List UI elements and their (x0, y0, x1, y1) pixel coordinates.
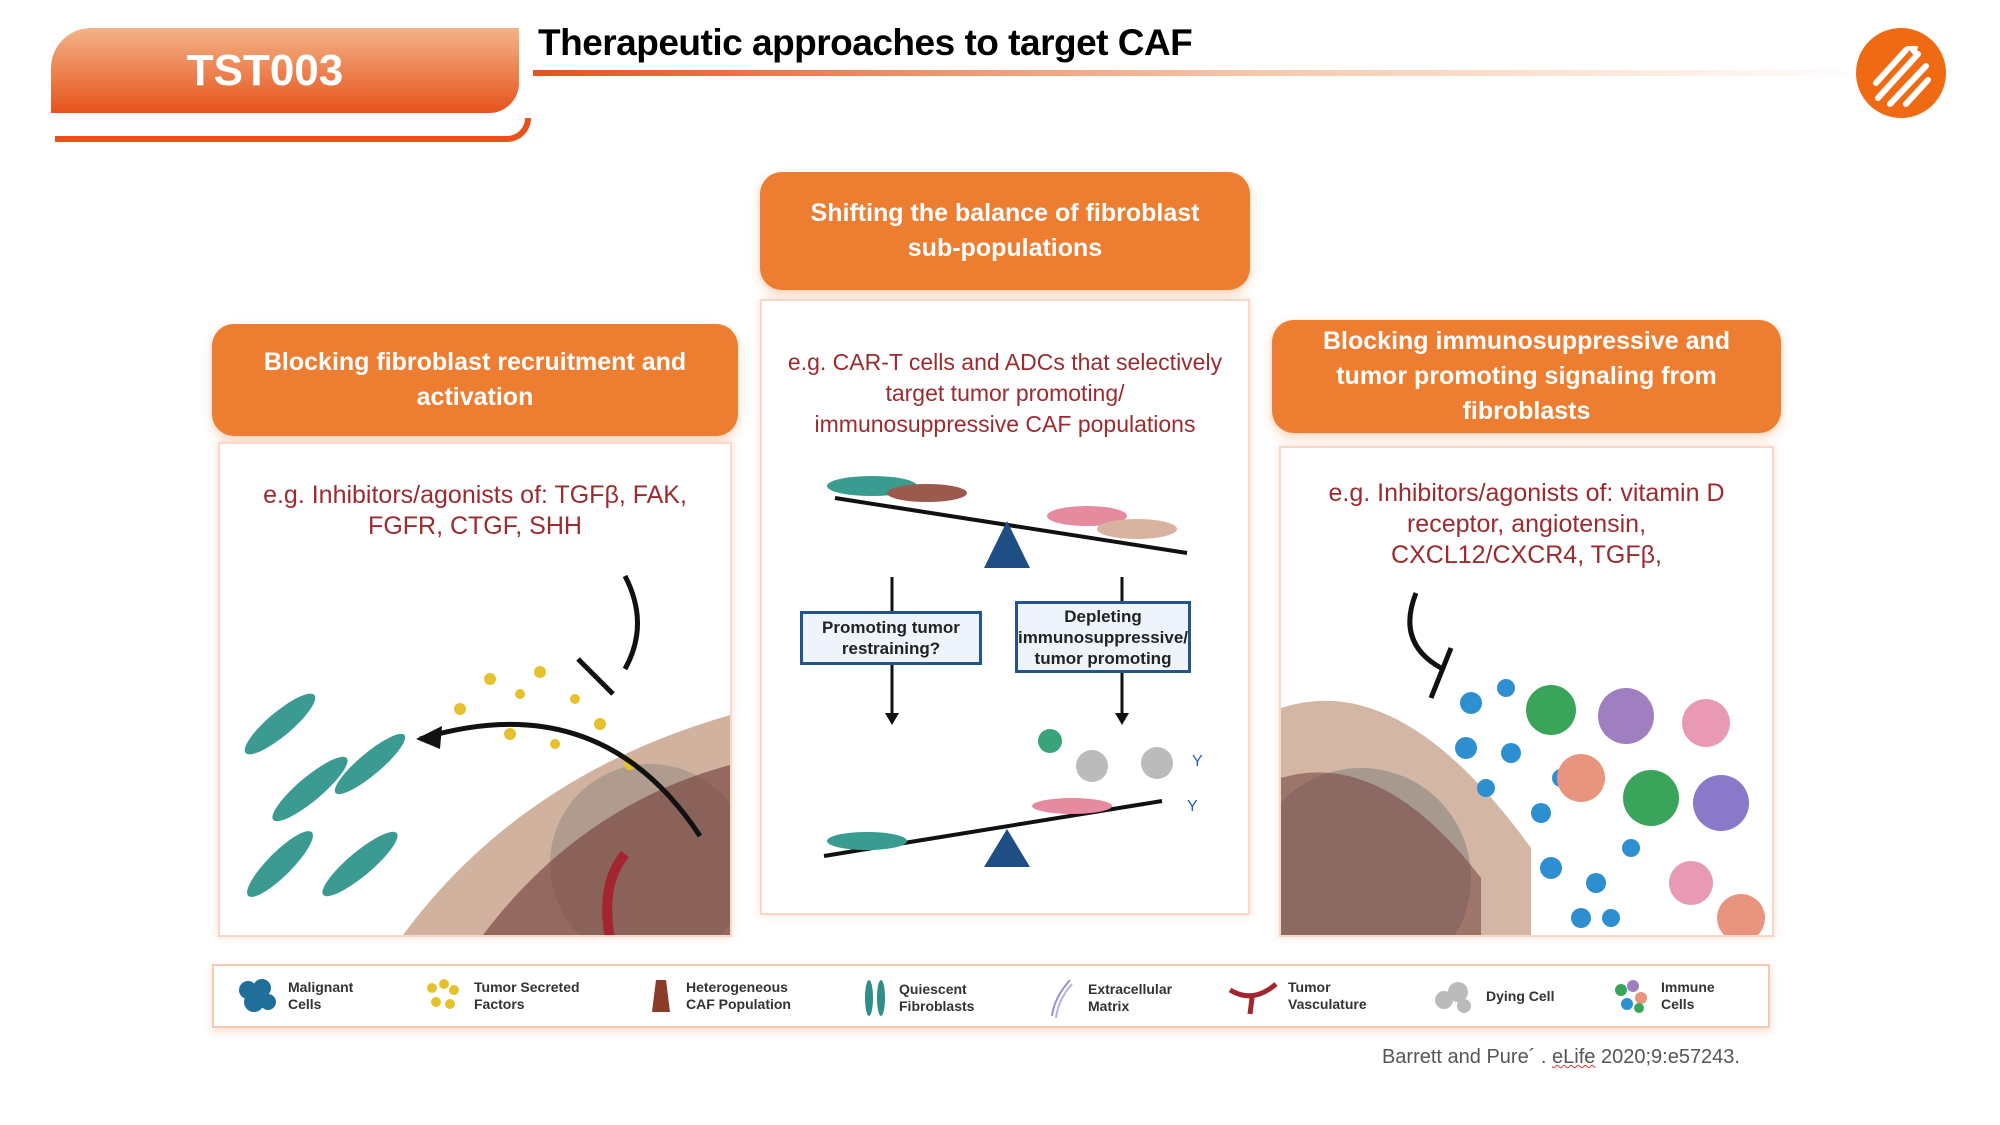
legend-item: Quiescent Fibroblasts (859, 976, 994, 1020)
page-title: Therapeutic approaches to target CAF (538, 22, 1193, 63)
section-code-tab: TST003 (51, 28, 519, 113)
section-code: TST003 (186, 45, 344, 95)
left-panel: e.g. Inhibitors/agonists of: TGFβ, FAK, … (218, 442, 732, 937)
svg-text:Y: Y (1187, 798, 1198, 815)
legend-item: Tumor Vasculature (1228, 976, 1383, 1016)
center-text: e.g. CAR-T cells and ADCs that selective… (787, 349, 1223, 437)
extracellular-matrix-icon (1051, 979, 1073, 1019)
legend-item: Dying Cell (1432, 976, 1566, 1016)
left-text: e.g. Inhibitors/agonists of: TGFβ, FAK, … (263, 481, 687, 540)
title-divider (533, 70, 1863, 76)
right-panel: e.g. Inhibitors/agonists of: vitamin D r… (1279, 446, 1774, 937)
logo-icon (1856, 28, 1946, 118)
left-heading: Blocking fibroblast recruitment and acti… (212, 324, 738, 436)
legend-item: Tumor Secreted Factors (424, 976, 604, 1016)
dying-cell-icon (1435, 982, 1471, 1013)
signaling-illustration (1281, 592, 1765, 935)
legend-item: Heterogeneous CAF Population (646, 976, 816, 1016)
svg-text:Y: Y (1192, 753, 1203, 770)
balance-illustration: YY (823, 476, 1203, 867)
center-heading: Shifting the balance of fibroblast sub-p… (760, 172, 1250, 290)
tumor-vasculature-icon (1228, 982, 1278, 1015)
immune-cells-icon (1615, 980, 1647, 1013)
recruitment-illustration (244, 574, 730, 935)
center-panel: e.g. CAR-T cells and ADCs that selective… (760, 299, 1250, 915)
legend-item: Malignant Cells (234, 976, 378, 1016)
legend: Malignant Cells Tumor Secreted Factors H… (212, 964, 1770, 1028)
right-heading: Blocking immunosuppressive and tumor pro… (1272, 320, 1781, 433)
right-text: e.g. Inhibitors/agonists of: vitamin D r… (1328, 479, 1725, 569)
citation: Barrett and Pure´ . eLife 2020;9:e57243. (1381, 1046, 1740, 1068)
legend-item: Immune Cells (1611, 976, 1731, 1016)
tab-underline (55, 118, 531, 142)
malignant-cells-icon (239, 979, 276, 1012)
tumor-secreted-factors-icon (427, 979, 459, 1009)
depleting-box: Depleting immunosuppressive/ tumor promo… (1015, 601, 1191, 673)
quiescent-fibroblasts-icon (865, 980, 885, 1016)
caf-population-icon (652, 980, 670, 1012)
legend-item: Extracellular Matrix (1044, 976, 1188, 1020)
promoting-restraining-box: Promoting tumor restraining? (800, 611, 982, 665)
